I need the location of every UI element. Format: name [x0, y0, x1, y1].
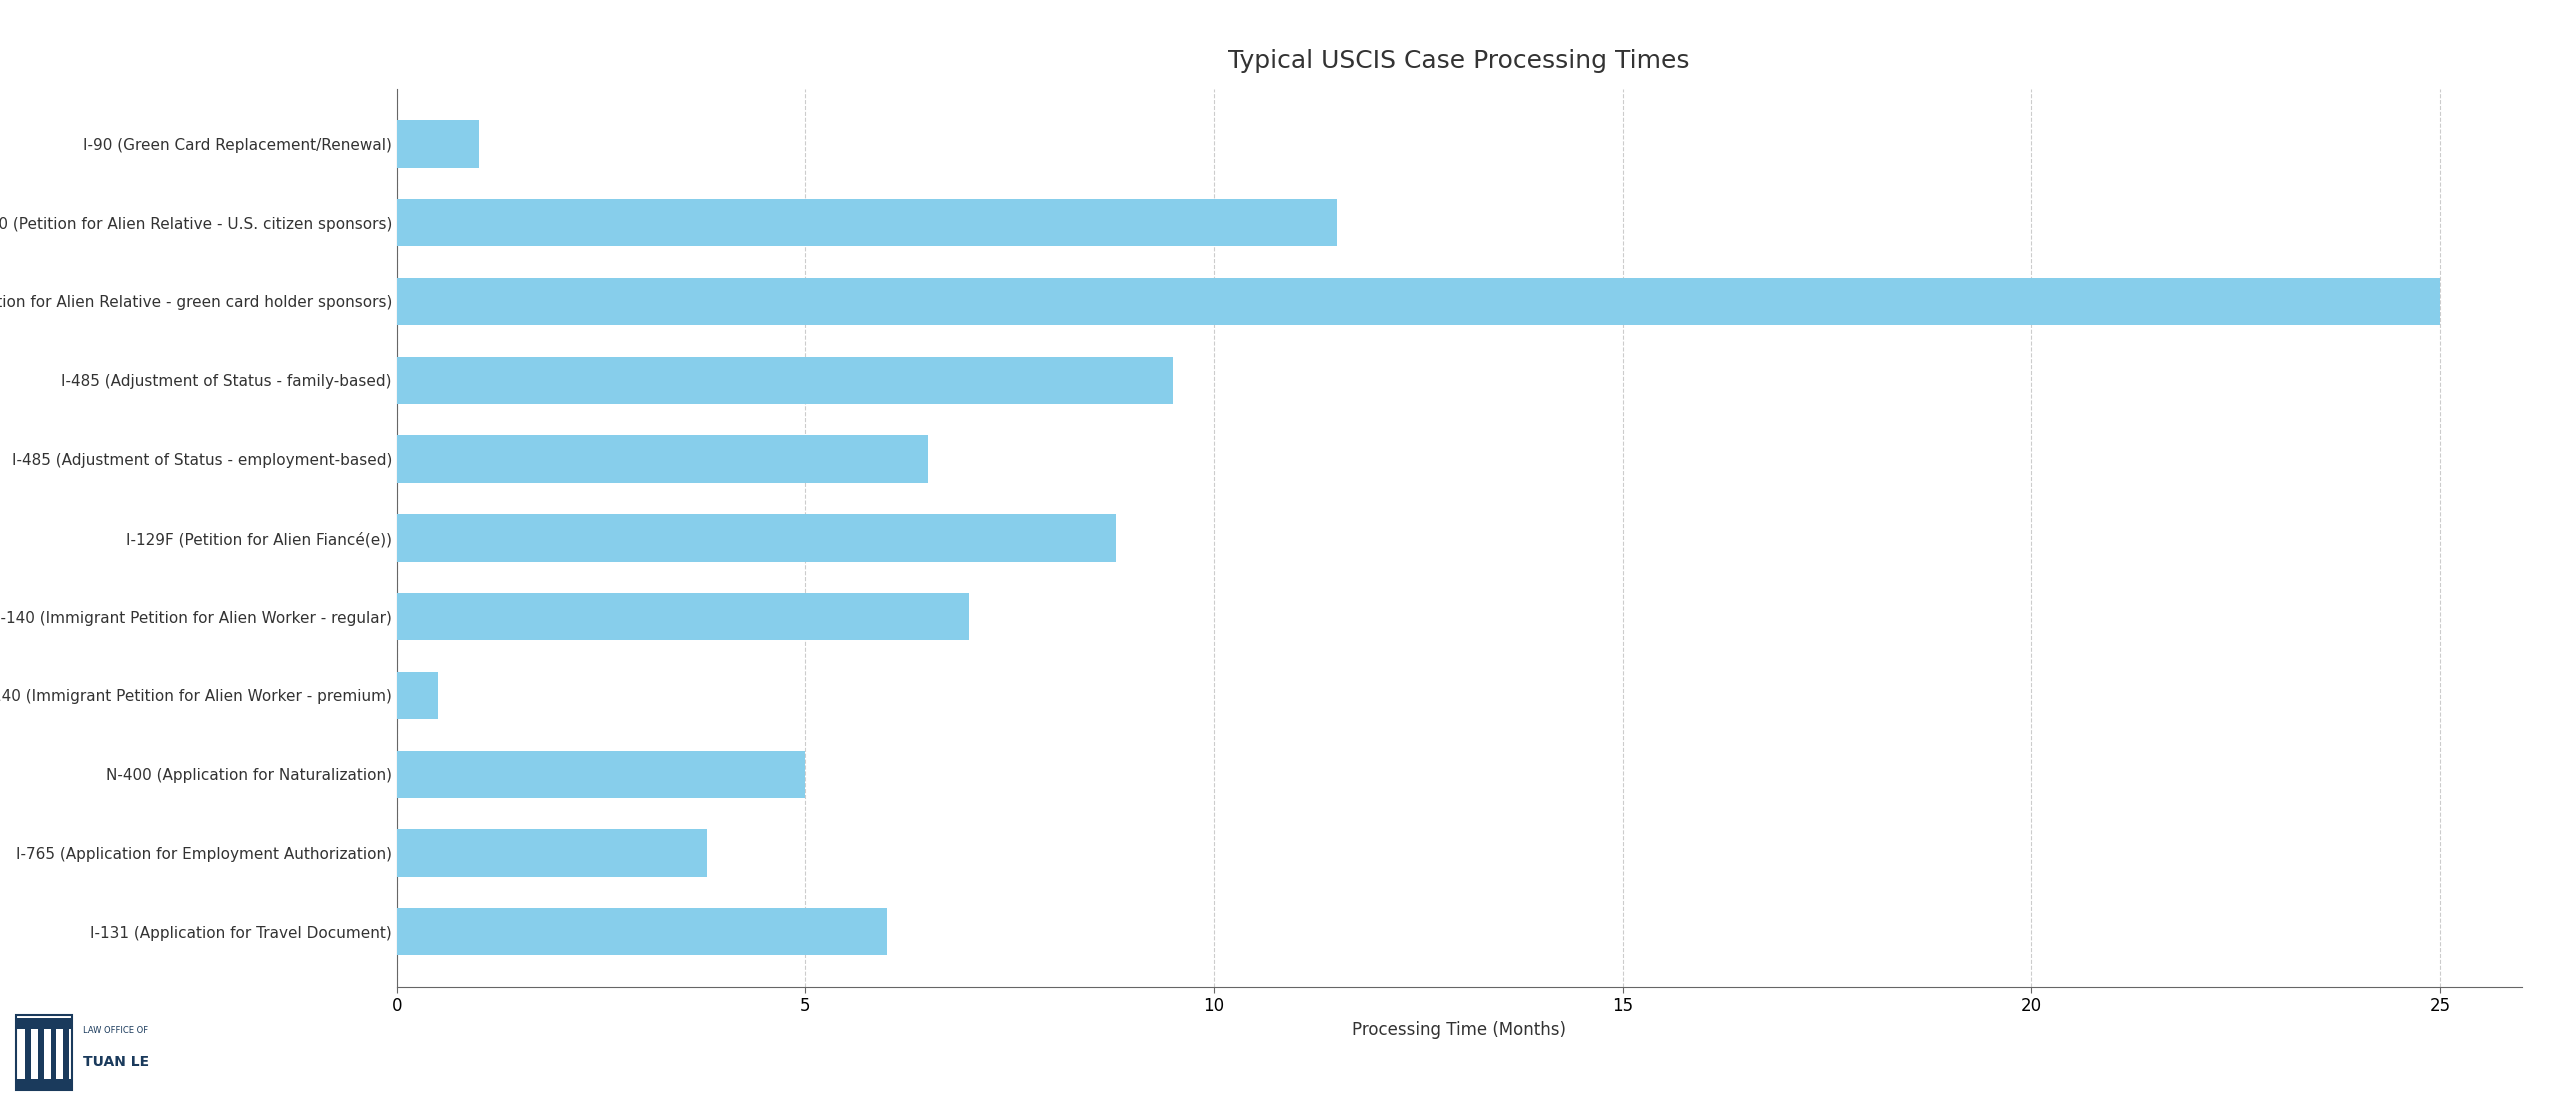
Bar	[15, 1018, 72, 1029]
X-axis label: Processing Time (Months): Processing Time (Months)	[1352, 1021, 1567, 1039]
Bar	[15, 1015, 72, 1090]
Text: TUAN LE: TUAN LE	[82, 1055, 148, 1069]
Bar	[26, 1029, 31, 1079]
Text: LAW OFFICE OF: LAW OFFICE OF	[82, 1026, 148, 1035]
Title: Typical USCIS Case Processing Times: Typical USCIS Case Processing Times	[1229, 49, 1690, 73]
Bar	[397, 120, 479, 167]
Bar	[15, 1079, 72, 1090]
Bar	[397, 199, 1336, 246]
Bar	[397, 751, 806, 797]
Bar	[51, 1029, 56, 1079]
Bar	[38, 1029, 44, 1079]
Bar	[397, 593, 968, 640]
Bar	[397, 357, 1172, 404]
Bar	[397, 278, 2440, 325]
Bar	[397, 672, 438, 719]
Bar	[397, 830, 707, 877]
Bar	[397, 515, 1116, 561]
Bar	[397, 908, 888, 956]
Bar	[397, 436, 929, 482]
Bar	[64, 1029, 69, 1079]
